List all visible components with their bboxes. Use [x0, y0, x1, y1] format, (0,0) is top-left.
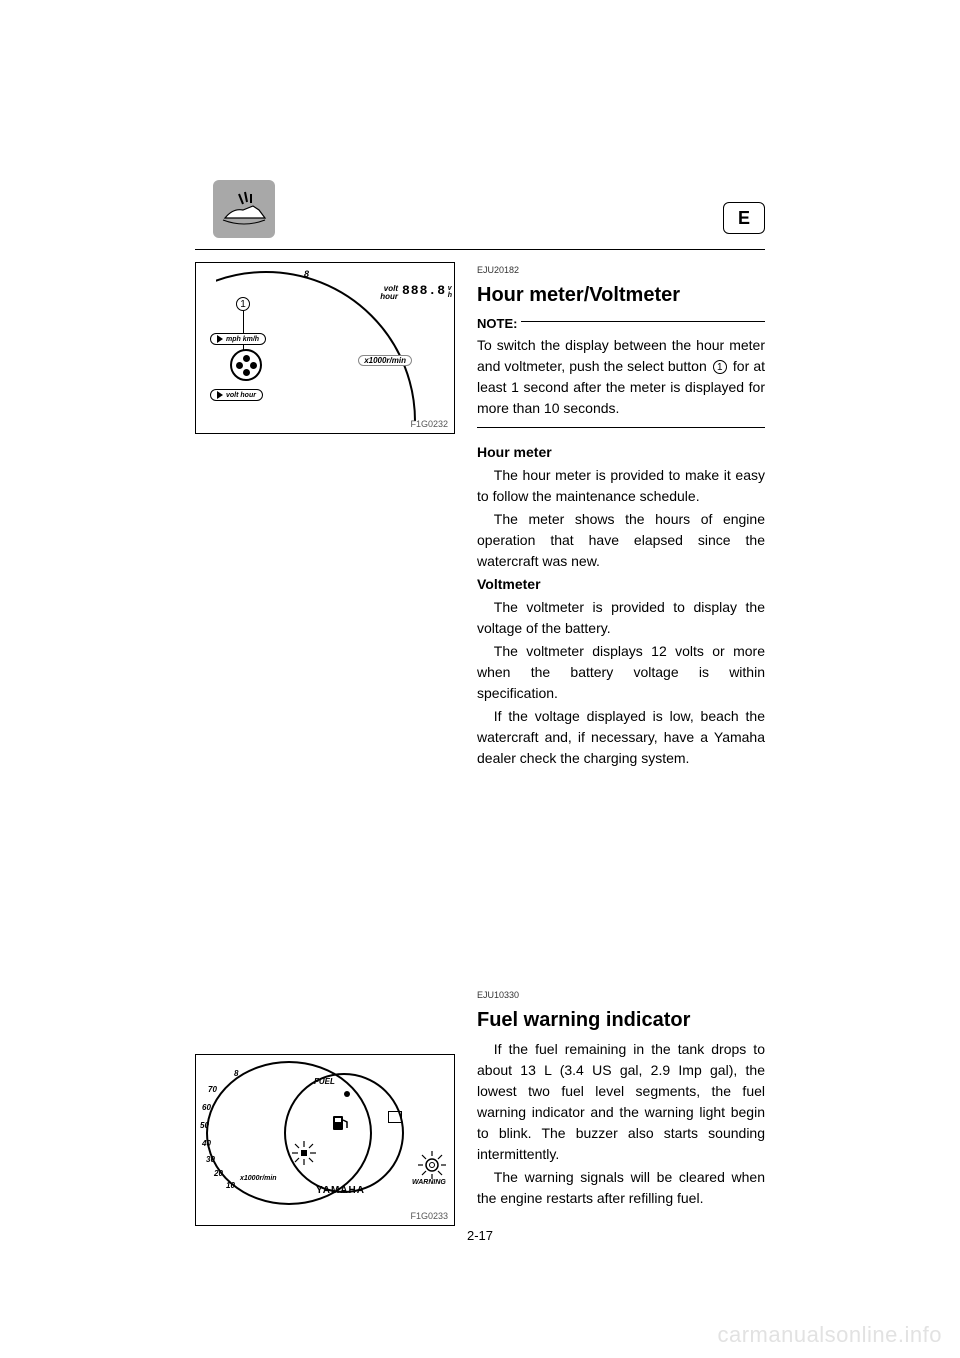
- note-header: NOTE:: [477, 314, 765, 334]
- tick-10: 10: [226, 1181, 235, 1190]
- tick-30: 30: [206, 1155, 215, 1164]
- subheading-voltmeter: Voltmeter: [477, 574, 765, 595]
- paragraph: If the voltage displayed is low, beach t…: [477, 706, 765, 769]
- multi-display-box: [388, 1111, 402, 1123]
- section-code: EJU10330: [477, 989, 765, 1003]
- select-button-cluster: [230, 349, 262, 381]
- watermark: carmanualsonline.info: [717, 1322, 942, 1348]
- language-badge: E: [723, 202, 765, 234]
- text-column: EJU20182 Hour meter/Voltmeter NOTE: To s…: [477, 262, 765, 1226]
- callout-leader: [243, 311, 244, 351]
- section-title: Fuel warning indicator: [477, 1005, 765, 1035]
- section-code: EJU20182: [477, 264, 765, 278]
- page-number: 2-17: [195, 1228, 765, 1243]
- figure-id: F1G0233: [410, 1211, 448, 1221]
- page-header: E: [195, 180, 765, 250]
- fuel-dot: [344, 1091, 350, 1097]
- content-columns: 8 volthour 888.8 vh 1 mph km/h: [195, 262, 765, 1226]
- tick-50: 50: [200, 1121, 209, 1130]
- lcd-unit: vh: [448, 285, 452, 299]
- warning-text: WARNING: [412, 1179, 446, 1186]
- paragraph: The voltmeter is provided to display the…: [477, 597, 765, 639]
- triangle-icon: [217, 335, 223, 343]
- paragraph: If the fuel remaining in the tank drops …: [477, 1039, 765, 1165]
- paragraph: The warning signals will be cleared when…: [477, 1167, 765, 1209]
- section-hour-meter: EJU20182 Hour meter/Voltmeter NOTE: To s…: [477, 264, 765, 769]
- subheading-hour-meter: Hour meter: [477, 442, 765, 463]
- mph-kmh-pill: mph km/h: [210, 333, 266, 345]
- triangle-icon: [217, 391, 223, 399]
- paragraph: The hour meter is provided to make it ea…: [477, 465, 765, 507]
- tick-20: 20: [214, 1169, 223, 1178]
- lcd-digits: 888.8: [402, 283, 446, 298]
- paragraph: The meter shows the hours of engine oper…: [477, 509, 765, 572]
- fuel-pump-icon: [330, 1113, 350, 1133]
- gauge-top-number: 8: [304, 269, 309, 279]
- fuel-label: FUEL: [314, 1077, 335, 1086]
- volt-hour-label: volthour: [380, 285, 398, 301]
- tick-40: 40: [202, 1139, 211, 1148]
- warning-light-icon: [418, 1151, 446, 1179]
- section-title: Hour meter/Voltmeter: [477, 280, 765, 310]
- figure-fuel-warning: 8 70 60 50 40 30 20 10 FUEL: [195, 1054, 455, 1226]
- callout-ref-1: 1: [713, 360, 727, 374]
- x1000-label: x1000r/min: [240, 1175, 277, 1182]
- note-rule: [521, 321, 765, 322]
- x1000-label: x1000r/min: [358, 355, 412, 366]
- gauge-top-number: 8: [234, 1069, 238, 1078]
- note-label: NOTE:: [477, 314, 517, 334]
- volt-hour-pill: volt hour: [210, 389, 263, 401]
- figure-hour-meter: 8 volthour 888.8 vh 1 mph km/h: [195, 262, 455, 434]
- figure-id: F1G0232: [410, 419, 448, 429]
- jetski-icon: [213, 180, 275, 238]
- paragraph: The voltmeter displays 12 volts or more …: [477, 641, 765, 704]
- note-end-rule: [477, 427, 765, 428]
- yamaha-brand: YAMAHA: [316, 1185, 365, 1196]
- tick-60: 60: [202, 1103, 211, 1112]
- note-body: To switch the display between the hour m…: [477, 335, 765, 419]
- page-content: E 8 volthour 888.8 vh 1: [195, 180, 765, 1226]
- callout-1: 1: [236, 297, 250, 311]
- figure-column: 8 volthour 888.8 vh 1 mph km/h: [195, 262, 455, 1226]
- tick-70: 70: [208, 1085, 217, 1094]
- warning-burst-icon: [292, 1141, 316, 1165]
- section-fuel-warning: EJU10330 Fuel warning indicator If the f…: [477, 989, 765, 1209]
